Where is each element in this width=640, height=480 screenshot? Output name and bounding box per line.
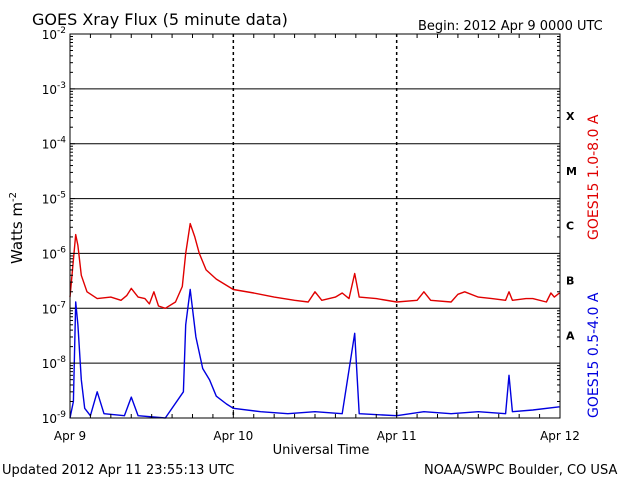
flare-class-label: X bbox=[566, 110, 575, 123]
flare-class-label: M bbox=[566, 165, 577, 178]
series-line-0 bbox=[69, 222, 560, 309]
y-tick-label: 10-4 bbox=[42, 136, 67, 152]
legend-series-short: GOES15 0.5-4.0 A bbox=[586, 292, 602, 418]
x-tick-label: Apr 10 bbox=[213, 429, 253, 443]
y-axis-title: Watts m-2 bbox=[8, 192, 26, 264]
y-tick-label: 10-9 bbox=[42, 410, 67, 426]
legend-series-long: GOES15 1.0-8.0 A bbox=[586, 114, 602, 240]
x-tick-label: Apr 9 bbox=[54, 429, 86, 443]
flare-class-label: B bbox=[566, 275, 574, 288]
updated-timestamp: Updated 2012 Apr 11 23:55:13 UTC bbox=[2, 463, 234, 478]
flare-class-label: A bbox=[566, 329, 575, 342]
axes: 10-9 10-8 10-7 10-6 10-5 10-4 10-3 10-2 Apr 9 Apr… bbox=[42, 26, 580, 443]
y-axis-title-exponent: -2 bbox=[8, 192, 19, 202]
plot-frame bbox=[69, 33, 561, 419]
x-axis-title: Universal Time bbox=[273, 443, 370, 458]
x-tick-label: Apr 12 bbox=[540, 429, 580, 443]
svg-text:Watts m-2: Watts m-2 bbox=[8, 192, 26, 264]
y-tick-label: 10-7 bbox=[42, 300, 66, 316]
y-axis-title-text: Watts m bbox=[8, 202, 26, 264]
flare-class-label: C bbox=[566, 220, 574, 233]
y-tick-label: 10-5 bbox=[42, 191, 66, 207]
legend-label-short: GOES15 0.5-4.0 A bbox=[586, 292, 602, 418]
grid bbox=[70, 33, 560, 419]
legend-label-long: GOES15 1.0-8.0 A bbox=[586, 114, 602, 240]
begin-date: Begin: 2012 Apr 9 0000 UTC bbox=[418, 19, 603, 34]
y-tick-label: 10-8 bbox=[42, 355, 67, 371]
x-tick-label: Apr 11 bbox=[377, 429, 417, 443]
y-tick-label: 10-3 bbox=[42, 81, 66, 97]
credit-text: NOAA/SWPC Boulder, CO USA bbox=[424, 463, 617, 478]
y-tick-label: 10-2 bbox=[42, 26, 66, 42]
chart-title: GOES Xray Flux (5 minute data) bbox=[32, 10, 288, 29]
y-tick-label: 10-6 bbox=[42, 245, 67, 261]
series-lines bbox=[69, 222, 560, 419]
